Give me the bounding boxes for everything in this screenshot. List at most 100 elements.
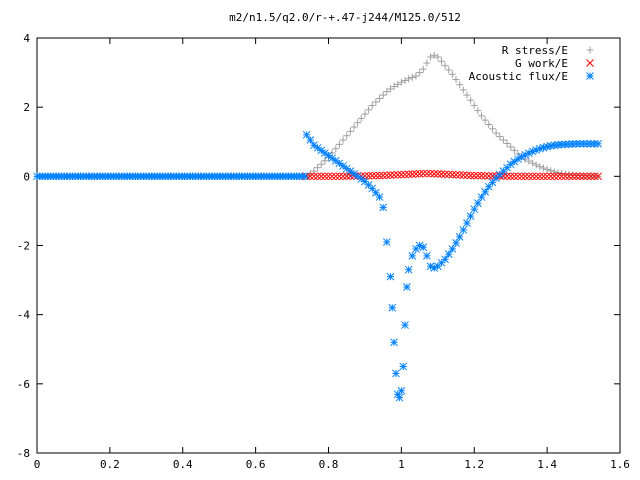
data-point xyxy=(317,172,326,181)
data-point xyxy=(594,172,602,181)
x-tick: 0.8 xyxy=(319,38,338,471)
data-point xyxy=(350,123,358,131)
data-point xyxy=(423,169,431,178)
data-point xyxy=(503,163,511,172)
x-tick: 1.4 xyxy=(537,38,557,471)
data-point xyxy=(379,203,388,212)
data-point xyxy=(321,172,329,181)
data-point xyxy=(365,106,373,114)
y-tick: -2 xyxy=(17,240,620,253)
data-point xyxy=(401,170,409,179)
data-point xyxy=(390,171,398,179)
y-tick-label: -6 xyxy=(17,378,30,391)
data-point xyxy=(328,172,336,181)
data-point xyxy=(485,120,493,128)
y-tick-label: -8 xyxy=(17,447,30,460)
data-point xyxy=(372,188,380,197)
y-tick-label: 0 xyxy=(23,170,30,183)
data-point xyxy=(361,177,369,186)
data-point xyxy=(466,212,475,220)
data-point xyxy=(419,243,428,252)
legend-item: Acoustic flux/E xyxy=(469,70,594,83)
data-point xyxy=(419,65,427,73)
data-point xyxy=(467,96,475,104)
data-point xyxy=(543,165,551,173)
data-point xyxy=(324,151,333,160)
data-point xyxy=(525,172,533,181)
data-point xyxy=(474,171,482,180)
y-tick: -8 xyxy=(17,447,620,460)
data-point xyxy=(386,171,395,179)
data-point xyxy=(399,362,408,371)
data-point xyxy=(510,157,519,166)
data-point xyxy=(510,172,519,181)
data-point xyxy=(583,172,592,181)
data-point xyxy=(306,172,315,181)
data-point xyxy=(317,160,325,168)
legend-marker xyxy=(586,72,594,80)
data-point xyxy=(379,91,387,99)
data-point xyxy=(525,157,533,165)
axis-ticks: 0 0.2 0.4 0.6 0.8 1 1.2 1.4 1.6 4 2 0 -2 -4 -6 -8 xyxy=(17,32,630,471)
data-point xyxy=(401,321,409,329)
data-point xyxy=(404,170,413,179)
x-tick-label: 1.2 xyxy=(464,458,484,471)
data-point xyxy=(488,125,496,133)
data-point xyxy=(321,157,329,165)
data-point xyxy=(402,283,411,291)
x-tick-label: 0.2 xyxy=(100,458,120,471)
y-tick-label: 2 xyxy=(23,101,30,114)
data-point xyxy=(342,172,351,181)
data-point xyxy=(550,172,559,181)
data-marks xyxy=(33,51,602,402)
data-point xyxy=(386,272,395,281)
data-point xyxy=(444,250,453,258)
data-point xyxy=(557,172,566,181)
data-point xyxy=(433,170,442,178)
data-point xyxy=(492,129,500,137)
data-point xyxy=(532,172,541,181)
data-point xyxy=(441,170,449,179)
data-point xyxy=(401,77,409,85)
data-point xyxy=(561,172,570,181)
data-point xyxy=(594,139,602,148)
data-point xyxy=(448,70,456,78)
data-point xyxy=(302,130,311,139)
y-tick-label: 4 xyxy=(23,32,30,45)
data-point xyxy=(452,76,460,83)
data-point xyxy=(441,62,449,70)
data-point xyxy=(506,172,515,181)
y-tick-label: -4 xyxy=(17,309,31,322)
data-point xyxy=(466,171,475,180)
data-point xyxy=(590,139,599,148)
data-point xyxy=(528,172,537,181)
data-point xyxy=(364,171,373,180)
legend-marker xyxy=(586,59,594,67)
data-point xyxy=(300,172,309,181)
data-point xyxy=(408,170,417,178)
data-point xyxy=(310,167,318,175)
data-point xyxy=(372,171,380,180)
data-point xyxy=(437,57,445,65)
data-point xyxy=(368,171,377,180)
data-point xyxy=(423,59,431,67)
data-point xyxy=(331,172,340,181)
data-point xyxy=(441,255,449,264)
data-point xyxy=(503,139,511,147)
data-point xyxy=(394,80,402,88)
data-point xyxy=(517,172,526,181)
data-point xyxy=(372,98,380,106)
data-point xyxy=(339,136,347,144)
data-point xyxy=(445,66,453,74)
data-point xyxy=(332,145,340,153)
data-point xyxy=(481,116,489,124)
data-point xyxy=(354,119,362,127)
data-point xyxy=(546,172,555,181)
data-point xyxy=(481,171,490,180)
data-point xyxy=(529,159,537,167)
data-point xyxy=(375,171,384,180)
x-tick: 0.6 xyxy=(246,38,266,471)
y-tick: 4 xyxy=(23,32,620,45)
data-point xyxy=(459,226,468,234)
